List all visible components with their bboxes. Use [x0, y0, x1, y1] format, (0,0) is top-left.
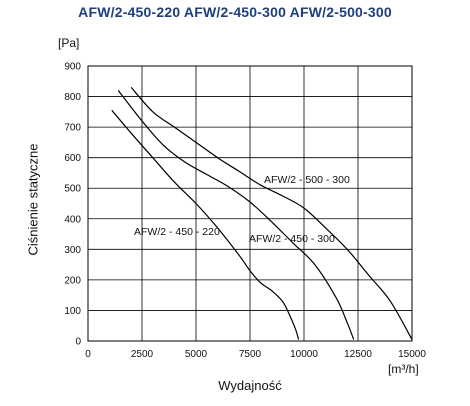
y-tick-label: 400 [64, 214, 81, 225]
y-tick-label: 800 [64, 92, 81, 103]
y-tick-label: 0 [75, 337, 81, 348]
x-axis-title: Wydajność [218, 378, 282, 393]
series-labels: AFW/2 - 450 - 220 AFW/2 - 450 - 300 AFW/… [134, 174, 350, 245]
grid [88, 66, 412, 341]
x-tick-label: 5000 [185, 349, 208, 360]
series-label-450-300: AFW/2 - 450 - 300 [249, 233, 335, 245]
series-line-2 [117, 90, 355, 340]
series-label-450-220: AFW/2 - 450 - 220 [134, 226, 220, 238]
y-unit-label: [Pa] [58, 36, 80, 50]
x-tick-label: 2500 [131, 349, 154, 360]
y-tick-label: 300 [64, 245, 81, 256]
y-tick-label: 700 [64, 123, 81, 134]
chart-title: AFW/2-450-220 AFW/2-450-300 AFW/2-500-30… [78, 4, 392, 20]
plot-frame [87, 65, 413, 342]
axis-ticks: 0 100 200 300 400 500 600 700 800 900 0 2500 5000 750… [64, 62, 426, 361]
y-tick-label: 100 [64, 306, 81, 317]
series-lines [111, 87, 413, 340]
x-tick-label: 15000 [398, 349, 426, 360]
y-tick-label: 900 [64, 62, 81, 73]
y-tick-label: 600 [64, 153, 81, 164]
series-line-3 [130, 87, 413, 340]
y-tick-label: 200 [64, 275, 81, 286]
y-tick-label: 500 [64, 184, 81, 195]
series-label-500-300: AFW/2 - 500 - 300 [264, 174, 350, 186]
x-tick-label: 12500 [344, 349, 372, 360]
x-tick-label: 7500 [239, 349, 262, 360]
x-tick-label: 0 [85, 349, 91, 360]
x-tick-label: 10000 [290, 349, 318, 360]
x-unit-label: [m³/h] [388, 362, 419, 376]
series-line-1 [111, 109, 300, 340]
